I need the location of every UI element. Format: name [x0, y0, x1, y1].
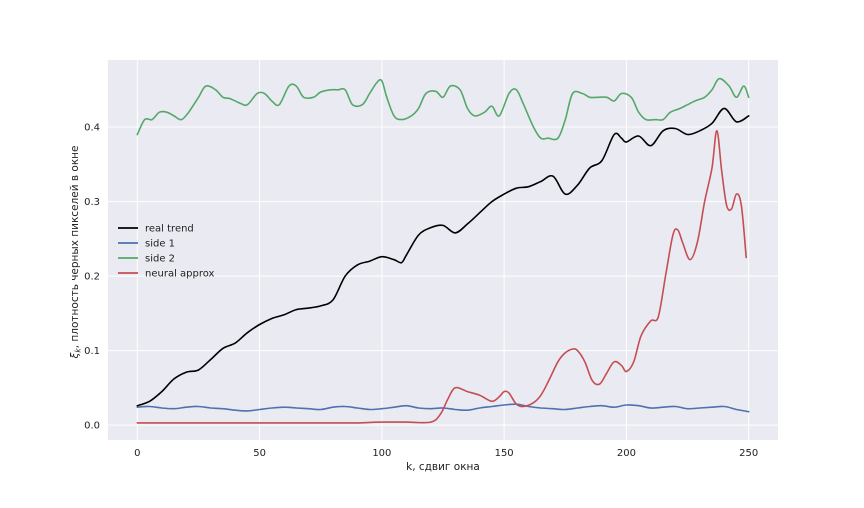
- x-tick-label: 250: [739, 448, 758, 459]
- legend-label: real trend: [145, 224, 194, 235]
- plot-area: [108, 60, 778, 440]
- x-axis-label: k, сдвиг окна: [406, 461, 480, 473]
- x-tick-label: 200: [617, 448, 636, 459]
- x-tick-label: 0: [134, 448, 140, 459]
- y-tick-label: 0.0: [84, 421, 100, 432]
- tick-labels: 0 50 100 150 200 250 0.0 0.1 0.2 0.3 0.4: [84, 123, 758, 459]
- x-tick-label: 50: [253, 448, 266, 459]
- y-tick-label: 0.2: [84, 272, 100, 283]
- series-line-neural-approx: [136, 129, 747, 424]
- y-axis-label: ξk, плотность черных пикселей в окне: [69, 146, 83, 360]
- series-line-side-2: [136, 77, 750, 141]
- legend-label: side 1: [145, 239, 175, 250]
- x-tick-label: 100: [372, 448, 391, 459]
- legend: real trend side 1 side 2 neural approx: [118, 224, 215, 280]
- y-tick-label: 0.1: [84, 346, 100, 357]
- series-line-real-trend: [136, 107, 750, 407]
- y-axis-label-subscript: k: [74, 348, 83, 353]
- y-axis-label-symbol: ξ: [69, 352, 81, 359]
- legend-label: side 2: [145, 254, 175, 265]
- y-axis-label-text: , плотность черных пикселей в окне: [69, 146, 81, 349]
- y-tick-label: 0.4: [84, 123, 100, 134]
- y-tick-label: 0.3: [84, 197, 100, 208]
- grid: [108, 60, 778, 440]
- series-lines: [136, 77, 750, 424]
- x-tick-label: 150: [495, 448, 514, 459]
- legend-label: neural approx: [145, 269, 215, 280]
